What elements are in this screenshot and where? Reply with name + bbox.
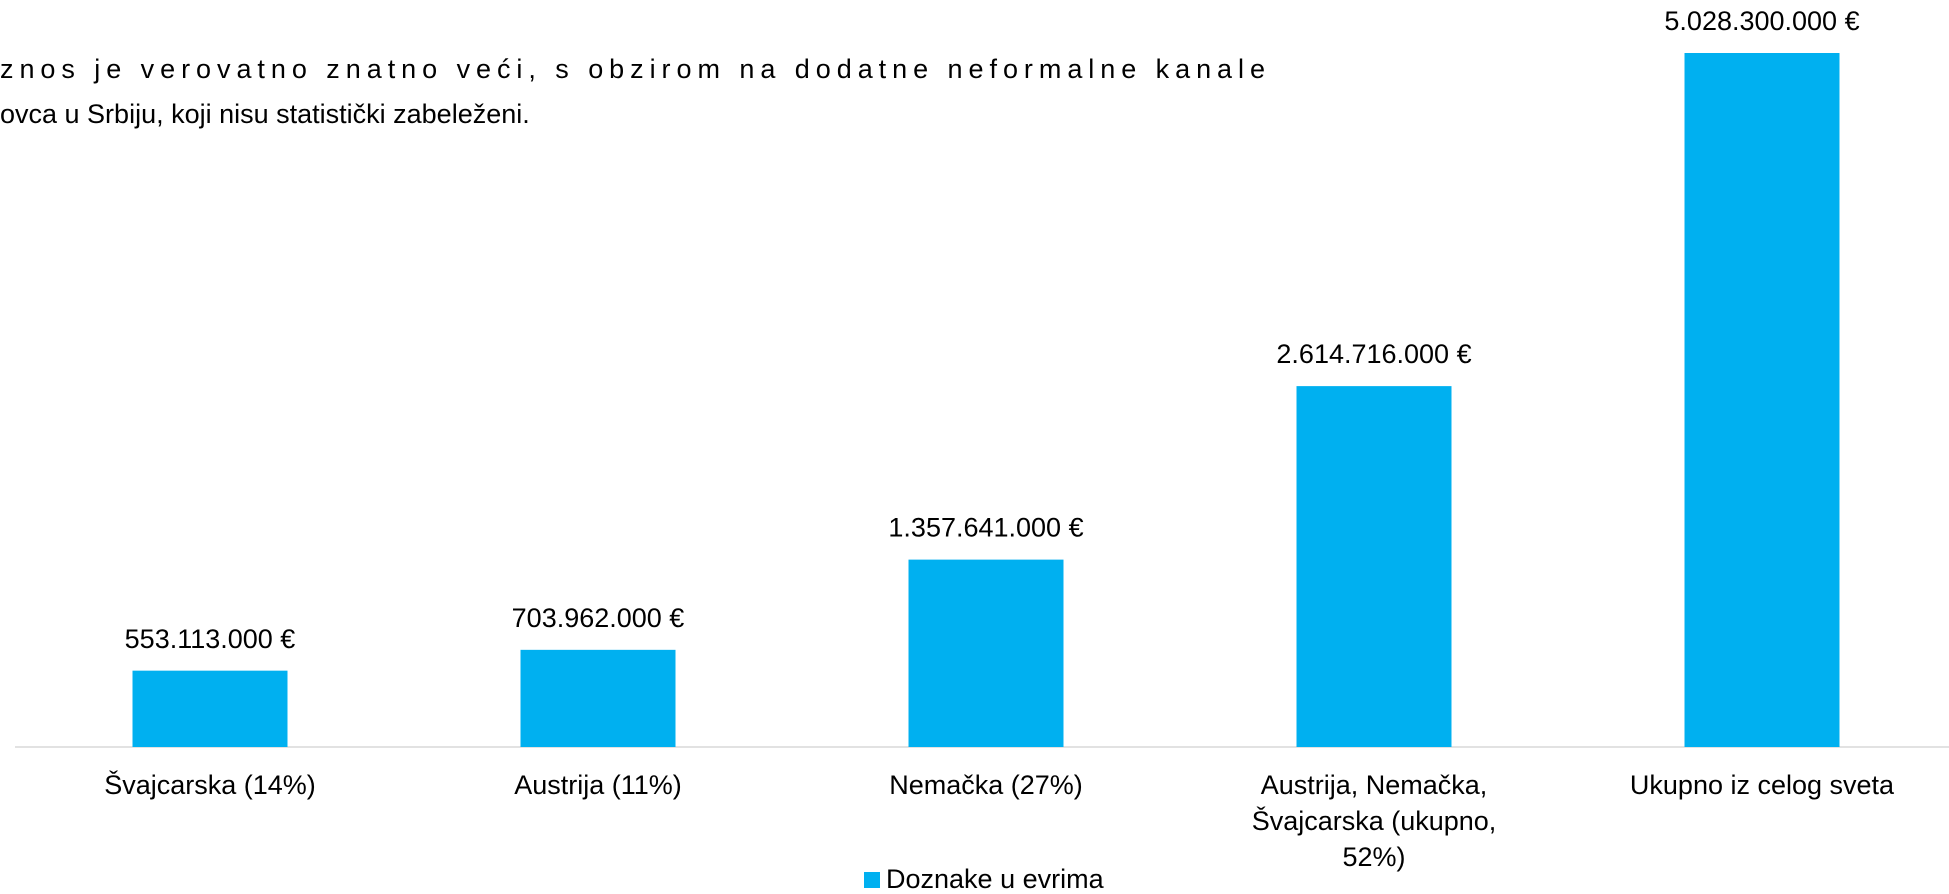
x-tick-label: Švajcarska (14%) <box>104 769 316 800</box>
data-label: 553.113.000 € <box>125 624 296 654</box>
bar <box>908 559 1064 747</box>
paragraph-line: ovca u Srbiju, koji nisu statistički zab… <box>0 99 530 129</box>
x-tick-label: Austrija, Nemačka, Švajcarska (ukupno, 52%… <box>1252 770 1497 872</box>
paragraph-line: znos je verovatno znatno veći, s obzirom… <box>0 54 1265 84</box>
data-label: 1.357.641.000 € <box>888 513 1083 543</box>
bar <box>1684 53 1840 747</box>
data-label: 703.962.000 € <box>512 603 685 633</box>
x-tick-label: Nemačka (27%) <box>889 770 1083 800</box>
bar <box>520 649 676 747</box>
bar <box>132 670 288 747</box>
data-label: 2.614.716.000 € <box>1276 339 1471 369</box>
x-tick-label: Austrija (11%) <box>514 770 682 800</box>
x-tick-label: Ukupno iz celog sveta <box>1630 770 1895 800</box>
legend-swatch <box>864 872 880 888</box>
legend-label: Doznake u evrima <box>886 864 1105 894</box>
data-label: 5.028.300.000 € <box>1664 6 1859 36</box>
bar <box>1296 386 1452 747</box>
